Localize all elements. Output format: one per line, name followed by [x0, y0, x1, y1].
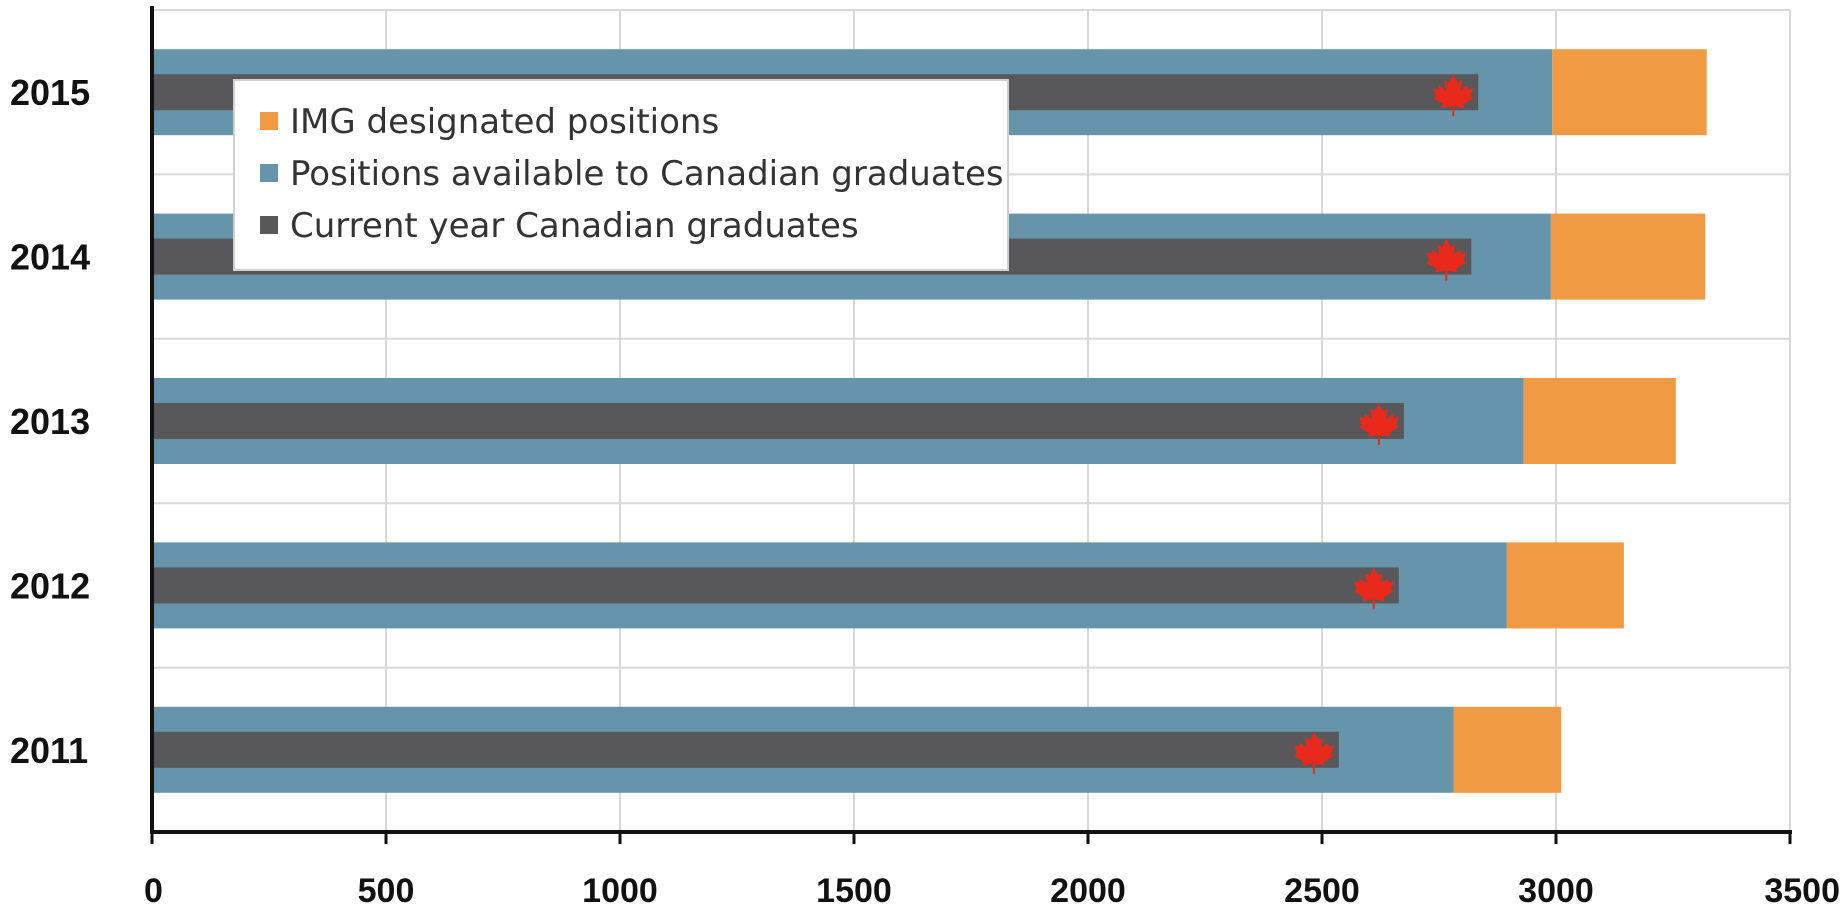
y-tick-label: 2014: [10, 237, 90, 278]
maple-leaf-icon: [1353, 567, 1394, 610]
x-tick-label: 2000: [1050, 872, 1126, 910]
legend-swatch-positions: [260, 164, 278, 182]
maple-leaf-icon: [1433, 74, 1474, 117]
bar-img-designated-2015: [1552, 49, 1707, 136]
y-tick-label: 2012: [10, 565, 90, 606]
bar-current-graduates-2013: [152, 403, 1404, 439]
bar-current-graduates-2011: [152, 731, 1339, 768]
bar-img-designated-2011: [1453, 706, 1562, 793]
x-axis-labels: 0 500 1000 1500 2000 2500 3000 3500: [144, 872, 1840, 910]
maple-leaf-icon: [1426, 238, 1467, 281]
legend-box: [233, 79, 1009, 271]
bar-img-designated-2012: [1506, 542, 1624, 629]
legend-label-img: IMG designated positions: [290, 102, 719, 142]
bar-img-designated-2014: [1550, 213, 1706, 300]
x-tick-label: 1500: [816, 872, 892, 910]
x-tick-label: 1000: [582, 872, 658, 910]
bar-current-graduates-2012: [152, 567, 1399, 604]
y-axis-labels: 2015 2014 2013 2012 2011: [10, 72, 90, 771]
legend: IMG designated positions Positions avail…: [233, 79, 1009, 271]
y-tick-label: 2013: [10, 401, 90, 442]
legend-swatch-graduates: [260, 216, 278, 234]
axes: [150, 6, 1792, 844]
legend-label-positions: Positions available to Canadian graduate…: [290, 154, 1004, 194]
x-tick-label: 2500: [1284, 872, 1360, 910]
y-tick-label: 2011: [10, 730, 88, 771]
legend-label-graduates: Current year Canadian graduates: [290, 206, 859, 246]
x-tick-label: 500: [358, 872, 415, 910]
x-tick-label: 3000: [1518, 872, 1594, 910]
bar-img-designated-2013: [1523, 378, 1676, 464]
x-tick-label: 0: [144, 872, 163, 910]
maple-leaf-icon: [1358, 403, 1399, 445]
maple-leaf-icon: [1293, 731, 1334, 774]
legend-swatch-img: [260, 112, 278, 130]
y-tick-label: 2015: [10, 72, 90, 113]
x-tick-label: 3500: [1764, 872, 1840, 910]
